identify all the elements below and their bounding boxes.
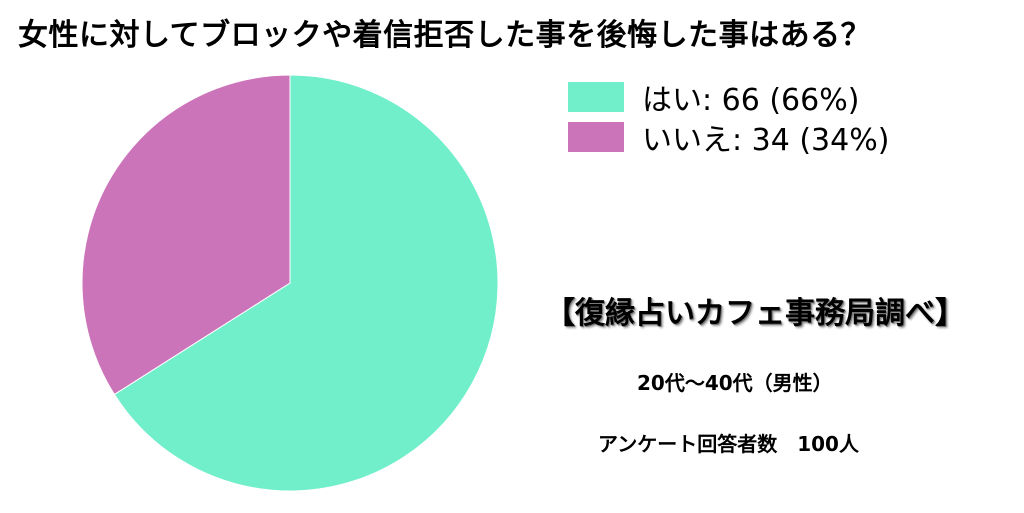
pie-slice-no xyxy=(81,74,291,396)
pie-slices xyxy=(81,74,499,492)
pie-slice-yes xyxy=(113,74,499,492)
chart-title: 女性に対してブロックや着信拒否した事を後悔した事はある？ xyxy=(18,18,872,53)
legend-label-no: いいえ: 34 (34%) xyxy=(642,123,890,158)
source-credit: 【復縁占いカフェ事務局調べ】 xyxy=(545,296,965,331)
legend-item-no: いいえ: 34 (34%) xyxy=(568,120,889,158)
legend-swatch-no xyxy=(568,122,624,152)
legend-swatch-yes xyxy=(568,82,624,112)
respondent-count: アンケート回答者数 100人 xyxy=(598,432,859,456)
legend-item-yes: はい: 66 (66%) xyxy=(568,80,889,118)
demographic-note: 20代〜40代（男性） xyxy=(637,371,833,395)
legend: はい: 66 (66%) いいえ: 34 (34%) xyxy=(568,80,889,160)
legend-label-yes: はい: 66 (66%) xyxy=(642,83,860,118)
